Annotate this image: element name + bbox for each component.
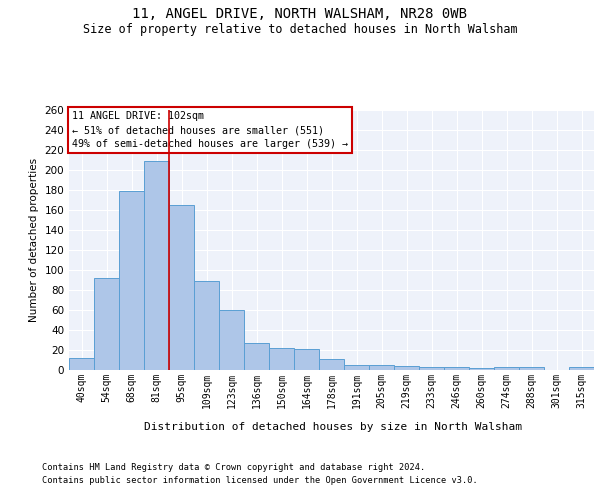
Bar bbox=[269, 348, 294, 370]
Bar bbox=[419, 367, 444, 370]
Bar bbox=[94, 278, 119, 370]
Bar bbox=[319, 359, 344, 370]
Bar bbox=[144, 161, 169, 370]
Bar bbox=[119, 191, 144, 370]
Bar bbox=[219, 310, 244, 370]
Bar bbox=[444, 367, 469, 370]
Bar bbox=[469, 368, 494, 370]
Bar bbox=[394, 366, 419, 370]
Text: Distribution of detached houses by size in North Walsham: Distribution of detached houses by size … bbox=[144, 422, 522, 432]
Text: 11 ANGEL DRIVE: 102sqm
← 51% of detached houses are smaller (551)
49% of semi-de: 11 ANGEL DRIVE: 102sqm ← 51% of detached… bbox=[71, 112, 347, 150]
Bar bbox=[569, 367, 594, 370]
Text: Contains public sector information licensed under the Open Government Licence v3: Contains public sector information licen… bbox=[42, 476, 478, 485]
Bar bbox=[369, 365, 394, 370]
Text: Size of property relative to detached houses in North Walsham: Size of property relative to detached ho… bbox=[83, 22, 517, 36]
Bar bbox=[519, 367, 544, 370]
Bar bbox=[344, 365, 369, 370]
Bar bbox=[169, 205, 194, 370]
Bar bbox=[194, 281, 219, 370]
Text: 11, ANGEL DRIVE, NORTH WALSHAM, NR28 0WB: 11, ANGEL DRIVE, NORTH WALSHAM, NR28 0WB bbox=[133, 8, 467, 22]
Y-axis label: Number of detached properties: Number of detached properties bbox=[29, 158, 39, 322]
Bar bbox=[244, 343, 269, 370]
Bar bbox=[69, 358, 94, 370]
Bar bbox=[294, 349, 319, 370]
Text: Contains HM Land Registry data © Crown copyright and database right 2024.: Contains HM Land Registry data © Crown c… bbox=[42, 462, 425, 471]
Bar bbox=[494, 367, 519, 370]
